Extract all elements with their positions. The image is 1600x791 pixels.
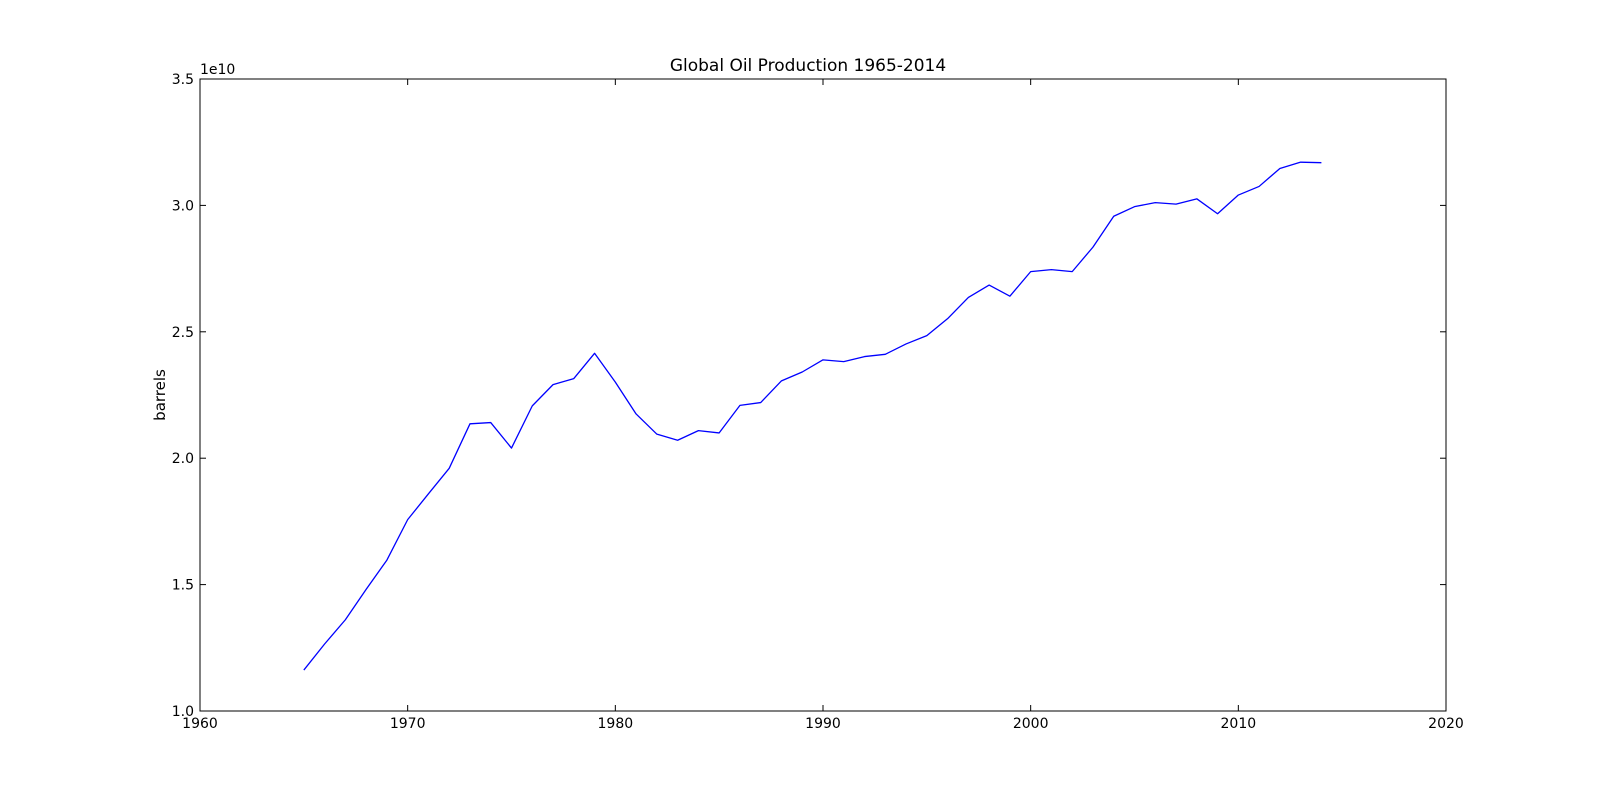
data-point — [572, 377, 576, 381]
data-point — [593, 351, 597, 355]
plot-area-frame — [199, 78, 1447, 712]
data-point — [966, 295, 970, 299]
data-point — [1153, 201, 1157, 205]
data-point — [1299, 160, 1303, 164]
data-point — [904, 342, 908, 346]
y-tick-label: 2.5 — [172, 325, 194, 341]
data-point — [1029, 270, 1033, 274]
data-point — [1091, 245, 1095, 249]
data-point — [1008, 294, 1012, 298]
x-tick-label: 2010 — [1221, 716, 1257, 732]
data-point — [676, 438, 680, 442]
data-point — [987, 283, 991, 287]
x-tick-label: 2000 — [1013, 716, 1049, 732]
data-point — [1049, 268, 1053, 272]
data-point — [779, 379, 783, 383]
data-point — [696, 429, 700, 433]
data-point — [738, 403, 742, 407]
data-point — [323, 642, 327, 646]
series-line-global-oil-production — [303, 161, 1322, 671]
data-point — [863, 355, 867, 359]
y-tick-label: 3.5 — [172, 72, 194, 88]
data-point — [925, 334, 929, 338]
y-axis-label: barrels — [151, 369, 169, 421]
data-point — [1216, 212, 1220, 216]
data-point — [1112, 214, 1116, 218]
data-point — [613, 380, 617, 384]
x-tick-label: 2020 — [1428, 716, 1464, 732]
data-point — [655, 432, 659, 436]
data-point — [489, 421, 493, 425]
data-point — [1278, 166, 1282, 170]
data-point — [842, 360, 846, 364]
data-point — [1319, 161, 1323, 165]
data-point — [1174, 202, 1178, 206]
y-tick-label: 1.0 — [172, 704, 194, 720]
data-point — [634, 412, 638, 416]
data-point — [1070, 270, 1074, 274]
data-point — [717, 431, 721, 435]
data-point — [302, 668, 306, 672]
data-point — [821, 358, 825, 362]
x-tick-label: 1990 — [805, 716, 841, 732]
data-point — [883, 352, 887, 356]
data-point — [426, 492, 430, 496]
data-point — [406, 518, 410, 522]
x-tick-label: 1970 — [390, 716, 426, 732]
data-point — [385, 558, 389, 562]
x-tick-label: 1980 — [598, 716, 634, 732]
x-tick-label: 1960 — [182, 716, 218, 732]
y-tick-label: 3.0 — [172, 198, 194, 214]
data-point — [468, 422, 472, 426]
data-point — [1236, 193, 1240, 197]
data-point — [510, 446, 514, 450]
data-point — [364, 587, 368, 591]
data-point — [343, 618, 347, 622]
chart-title: Global Oil Production 1965-2014 — [670, 56, 946, 76]
data-point — [551, 383, 555, 387]
y-tick-label: 2.0 — [172, 451, 194, 467]
data-point — [800, 370, 804, 374]
y-axis-offset-label: 1e10 — [200, 62, 235, 78]
y-tick-label: 1.5 — [172, 578, 194, 594]
data-point — [447, 466, 451, 470]
data-point — [530, 404, 534, 408]
data-point — [1195, 197, 1199, 201]
data-point — [1133, 205, 1137, 209]
data-point — [946, 317, 950, 321]
data-point — [759, 401, 763, 405]
data-point — [1257, 184, 1261, 188]
